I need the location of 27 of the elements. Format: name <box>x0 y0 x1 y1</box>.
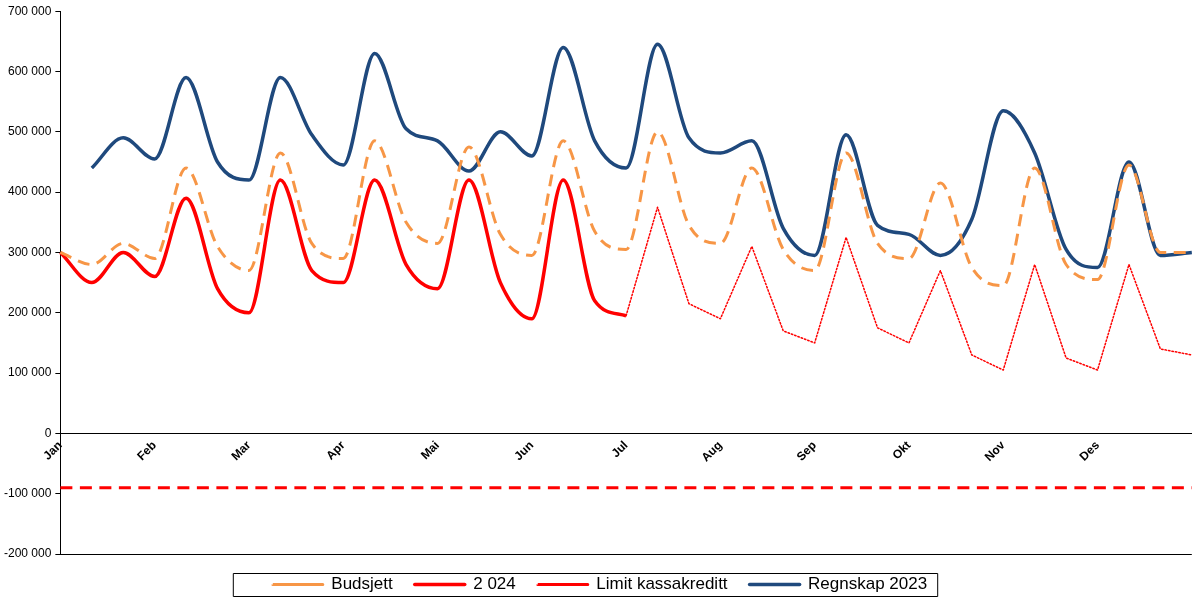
x-tick-label: Jan <box>40 438 65 463</box>
y-tick-label: 100 000 <box>7 365 52 380</box>
y-tick-label: -100 000 <box>4 486 52 500</box>
y-tick-label: 300 000 <box>7 244 52 259</box>
line-series <box>90 42 1194 270</box>
x-tick-label: Jul <box>608 438 631 461</box>
x-tick-label: Apr <box>323 437 348 463</box>
x-tick-label: Feb <box>134 438 160 464</box>
x-tick-label: Aug <box>698 438 725 465</box>
x-tick-label: Mar <box>228 437 254 464</box>
y-tick-label: 200 000 <box>7 305 52 320</box>
legend-label: Limit kassakreditt <box>596 574 728 594</box>
y-tick-label: 0 <box>44 425 52 440</box>
y-tick-label: 400 000 <box>7 184 52 199</box>
x-tick-label: Des <box>1076 437 1103 464</box>
legend-label: 2 024 <box>473 574 516 594</box>
x-tick-label: Sep <box>793 438 820 464</box>
y-tick-label: 500 000 <box>7 124 52 139</box>
x-tick-label: Mai <box>417 438 442 463</box>
y-tick-label: -200 000 <box>4 546 52 561</box>
y-tick-label: 700 000 <box>7 3 52 18</box>
x-tick-label: Nov <box>981 437 1008 464</box>
x-tick-label: Okt <box>889 438 914 463</box>
y-tick-label: 600 000 <box>7 63 52 78</box>
legend-label: Regnskap 2023 <box>808 574 928 594</box>
legend-label: Budsjett <box>331 574 394 594</box>
x-tick-label: Jun <box>511 438 537 464</box>
